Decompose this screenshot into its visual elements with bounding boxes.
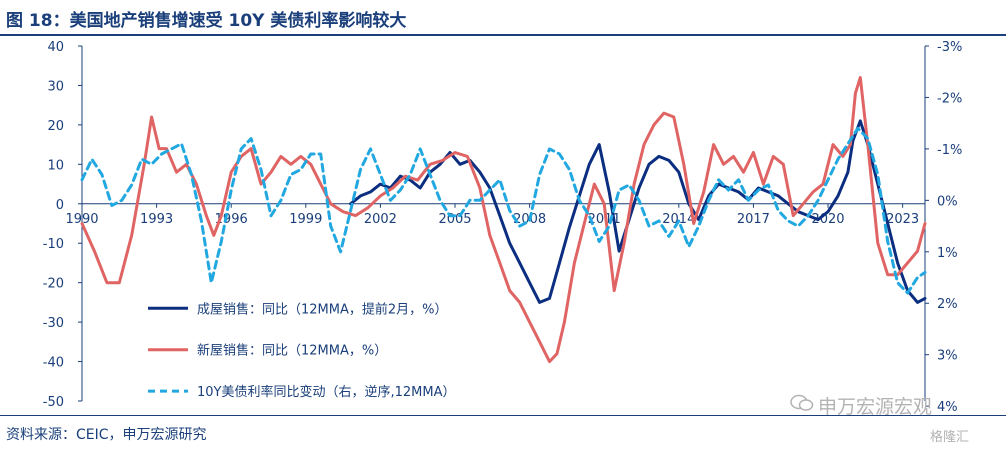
series-layer: [80, 76, 927, 364]
x-tick-label: 1996: [215, 212, 248, 227]
x-tick-label: 2005: [438, 212, 471, 227]
y-right-tick-label: 3%: [937, 349, 958, 364]
axes-layer: 40 30 20 10 0 -10 -20 -30 -40 -50 -3% -2% -1% 0% 1% 2% 3…: [43, 40, 963, 415]
y-right-tick-label: 2%: [937, 297, 958, 312]
series-line-1: [349, 119, 927, 304]
y-left-tick-label: 20: [47, 119, 64, 134]
series-line-3: [80, 126, 927, 295]
x-tick-label: 1993: [140, 212, 173, 227]
legend-label-2: 新屋销售：同比（12MMA，%）: [197, 343, 387, 359]
y-left-tick-label: 40: [47, 40, 64, 55]
y-right-tick-label: 0%: [937, 194, 958, 209]
y-right-tick-label: 1%: [937, 246, 958, 261]
watermark: 申万宏源宏观 格隆汇: [790, 390, 1000, 450]
legend-label-3: 10Y美债利率同比变动（右，逆序,12MMA）: [197, 384, 455, 400]
x-tick-label: 2020: [811, 212, 844, 227]
bottom-divider: [0, 415, 1006, 416]
y-left-tick-label: -20: [43, 277, 64, 292]
series-line-2: [80, 76, 927, 364]
legend-label-1: 成屋销售：同比（12MMA，提前2月，%）: [197, 301, 448, 317]
x-tick-label: 1999: [289, 212, 322, 227]
y-right-tick-label: -1%: [937, 143, 962, 158]
y-left-tick-label: 0: [56, 198, 64, 213]
x-tick-label: 2014: [662, 212, 695, 227]
figure-title: 图 18：美国地产销售增速受 10Y 美债利率影响较大: [6, 11, 407, 31]
y-left-tick-label: -40: [43, 356, 64, 371]
x-tick-label: 1990: [65, 212, 98, 227]
y-left-tick-label: 10: [47, 158, 64, 173]
y-left-tick-label: -10: [43, 237, 64, 252]
watermark-text: 申万宏源宏观: [818, 396, 933, 418]
y-left-tick-label: 30: [47, 79, 64, 94]
x-tick-label: 2002: [364, 212, 397, 227]
y-left-tick-label: -30: [43, 316, 64, 331]
watermark-text-secondary: 格隆汇: [930, 430, 970, 445]
y-left-tick-label: -50: [43, 395, 64, 410]
y-right-tick-label: -3%: [937, 40, 962, 55]
wechat-icon: [790, 394, 814, 411]
legend: 成屋销售：同比（12MMA，提前2月，%） 新屋销售：同比（12MMA，%） 10Y…: [148, 301, 455, 400]
y-right-tick-label: 4%: [937, 400, 958, 415]
x-tick-label: 2017: [737, 212, 770, 227]
title-divider: [0, 34, 1006, 36]
x-tick-label: 2023: [886, 212, 919, 227]
source-note: 资料来源：CEIC，申万宏源研究: [6, 427, 207, 443]
y-right-tick-label: -2%: [937, 91, 962, 106]
